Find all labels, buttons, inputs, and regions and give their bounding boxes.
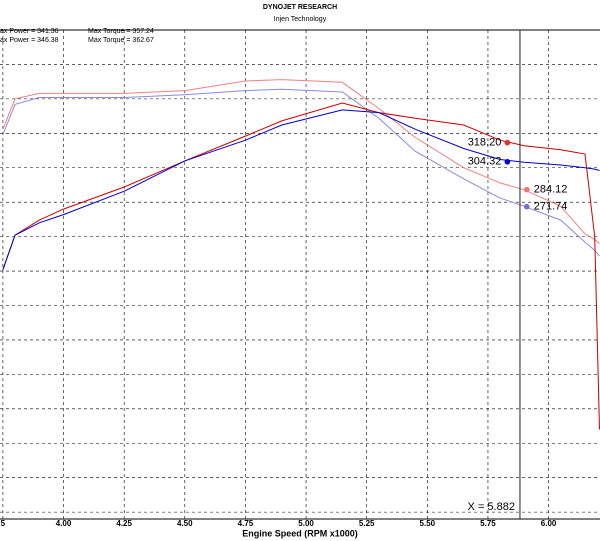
x-tick-label: 5.50	[420, 519, 436, 528]
cursor-label: X = 5.882	[468, 501, 515, 513]
x-tick-label: 4.50	[177, 519, 193, 528]
x-axis-title: Engine Speed (RPM x1000)	[242, 528, 358, 538]
readout-label: 284.12	[534, 184, 568, 196]
readout-dot	[523, 203, 530, 210]
x-tick-label: 5.75	[480, 519, 496, 528]
readout-dot	[523, 186, 530, 193]
readout-label: 304.32	[468, 156, 502, 168]
series-line	[2, 79, 600, 244]
header-stat: ax Power = 341.36	[0, 28, 59, 35]
readout-dot	[504, 158, 511, 165]
series-line	[2, 102, 600, 430]
chart-title: DYNOJET RESEARCH	[263, 4, 337, 11]
x-tick-label: 5.25	[359, 519, 375, 528]
series-line	[2, 109, 600, 270]
x-tick-label: 5	[1, 519, 6, 528]
readout-label: 271.74	[534, 201, 568, 213]
x-tick-label: 4.00	[56, 519, 72, 528]
header-stat: Max Torque = 357.24	[88, 28, 154, 35]
chart-subtitle: Injen Technology	[274, 16, 327, 23]
header-stat: Max Torque = 362.67	[88, 37, 154, 44]
readout-dot	[504, 139, 511, 146]
readout-label: 318.20	[468, 137, 502, 149]
x-tick-label: 5.00	[298, 519, 314, 528]
series-line	[2, 88, 600, 257]
header-stat: ax Power = 346.38	[0, 37, 59, 44]
x-tick-label: 6.00	[541, 519, 557, 528]
x-tick-label: 4.75	[238, 519, 254, 528]
x-tick-label: 4.25	[116, 519, 132, 528]
